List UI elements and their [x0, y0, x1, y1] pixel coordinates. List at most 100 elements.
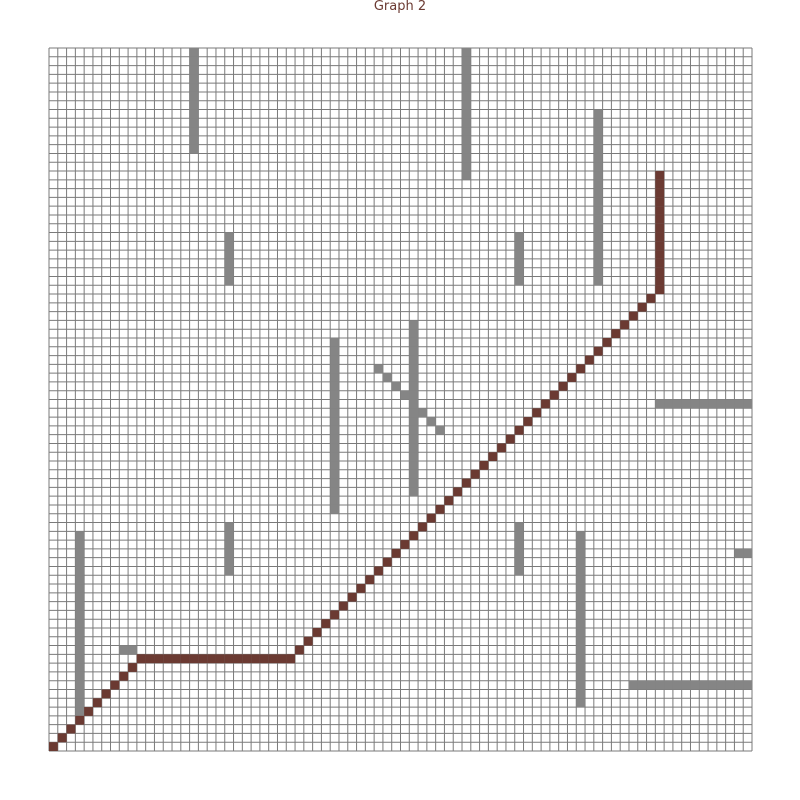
obstacle-cell — [681, 680, 691, 690]
obstacle-cell — [514, 241, 524, 251]
obstacle-cell — [576, 636, 586, 646]
obstacle-cell — [75, 531, 85, 541]
obstacle-cell — [224, 276, 234, 286]
obstacle-cell — [576, 548, 586, 558]
obstacle-cell — [391, 381, 401, 391]
obstacle-cell — [189, 91, 199, 101]
obstacle-cell — [593, 267, 603, 277]
obstacle-cell — [409, 355, 419, 365]
obstacle-cell — [655, 680, 665, 690]
obstacle-cell — [330, 364, 339, 374]
obstacle-cell — [409, 443, 419, 453]
obstacle-cell — [75, 566, 85, 576]
obstacle-cell — [330, 443, 339, 453]
obstacle-cell — [189, 135, 199, 145]
obstacle-cell — [462, 100, 471, 110]
obstacle-cell — [462, 118, 471, 128]
path-cell — [611, 329, 621, 338]
path-cell — [242, 654, 252, 664]
obstacle-cell — [593, 276, 603, 286]
obstacle-cell — [224, 540, 234, 549]
obstacle-cell — [743, 399, 752, 409]
obstacle-cell — [576, 610, 586, 620]
obstacle-cell — [593, 171, 603, 180]
path-cell — [655, 276, 665, 286]
obstacle-cell — [330, 373, 339, 382]
obstacle-cell — [409, 399, 419, 409]
obstacle-cell — [593, 258, 603, 268]
obstacle-cell — [593, 241, 603, 251]
obstacle-cell — [462, 48, 471, 57]
path-cell — [655, 179, 665, 189]
obstacle-cell — [593, 250, 603, 259]
obstacle-cell — [576, 531, 586, 541]
obstacle-cell — [409, 346, 419, 356]
obstacle-cell — [330, 390, 339, 400]
obstacle-cell — [576, 557, 586, 567]
path-cell — [655, 223, 665, 233]
obstacle-cell — [593, 197, 603, 207]
obstacle-cell — [330, 408, 339, 418]
path-cell — [128, 663, 137, 672]
obstacle-cell — [330, 425, 339, 435]
path-cell — [374, 566, 383, 576]
obstacle-cell — [224, 531, 234, 541]
path-cell — [655, 267, 665, 277]
obstacle-cell — [593, 188, 603, 198]
obstacle-cell — [75, 636, 85, 646]
obstacle-cell — [75, 654, 85, 664]
path-cell — [532, 408, 542, 418]
obstacle-cell — [576, 619, 586, 628]
obstacle-cell — [462, 83, 471, 92]
path-cell — [224, 654, 234, 664]
obstacle-cell — [576, 601, 586, 611]
path-cell — [655, 232, 665, 242]
path-cell — [655, 188, 665, 198]
obstacle-cell — [382, 373, 392, 382]
obstacle-cell — [576, 654, 586, 664]
path-cell — [655, 214, 665, 224]
obstacle-cell — [576, 680, 586, 690]
path-cell — [391, 548, 401, 558]
obstacle-cell — [224, 566, 234, 576]
path-cell — [382, 557, 392, 567]
obstacle-layer — [75, 48, 752, 716]
obstacle-cell — [576, 645, 586, 655]
path-cell — [444, 496, 454, 505]
obstacle-cell — [593, 127, 603, 136]
path-cell — [189, 654, 199, 664]
path-cell — [602, 337, 612, 347]
path-cell — [233, 654, 243, 664]
obstacle-cell — [75, 698, 85, 708]
obstacle-cell — [409, 425, 419, 435]
path-cell — [479, 461, 489, 470]
path-cell — [655, 250, 665, 259]
obstacle-cell — [462, 127, 471, 136]
obstacle-cell — [576, 663, 586, 672]
path-cell — [655, 197, 665, 207]
obstacle-cell — [708, 680, 717, 690]
obstacle-cell — [725, 399, 735, 409]
obstacle-cell — [75, 540, 85, 549]
obstacle-cell — [514, 522, 524, 532]
path-cell — [453, 487, 463, 497]
obstacle-cell — [75, 575, 85, 585]
obstacle-cell — [75, 601, 85, 611]
obstacle-cell — [330, 337, 339, 347]
obstacle-cell — [435, 425, 445, 435]
path-cell — [110, 680, 120, 690]
obstacle-cell — [576, 566, 586, 576]
obstacle-cell — [514, 258, 524, 268]
obstacle-cell — [593, 223, 603, 233]
obstacle-cell — [75, 680, 85, 690]
obstacle-cell — [409, 469, 419, 479]
obstacle-cell — [576, 627, 586, 637]
obstacle-cell — [409, 390, 419, 400]
obstacle-cell — [224, 241, 234, 251]
path-cell — [268, 654, 278, 664]
obstacle-cell — [75, 627, 85, 637]
obstacle-cell — [75, 584, 85, 593]
path-cell — [576, 364, 586, 374]
obstacle-cell — [330, 504, 339, 514]
obstacle-cell — [224, 522, 234, 532]
